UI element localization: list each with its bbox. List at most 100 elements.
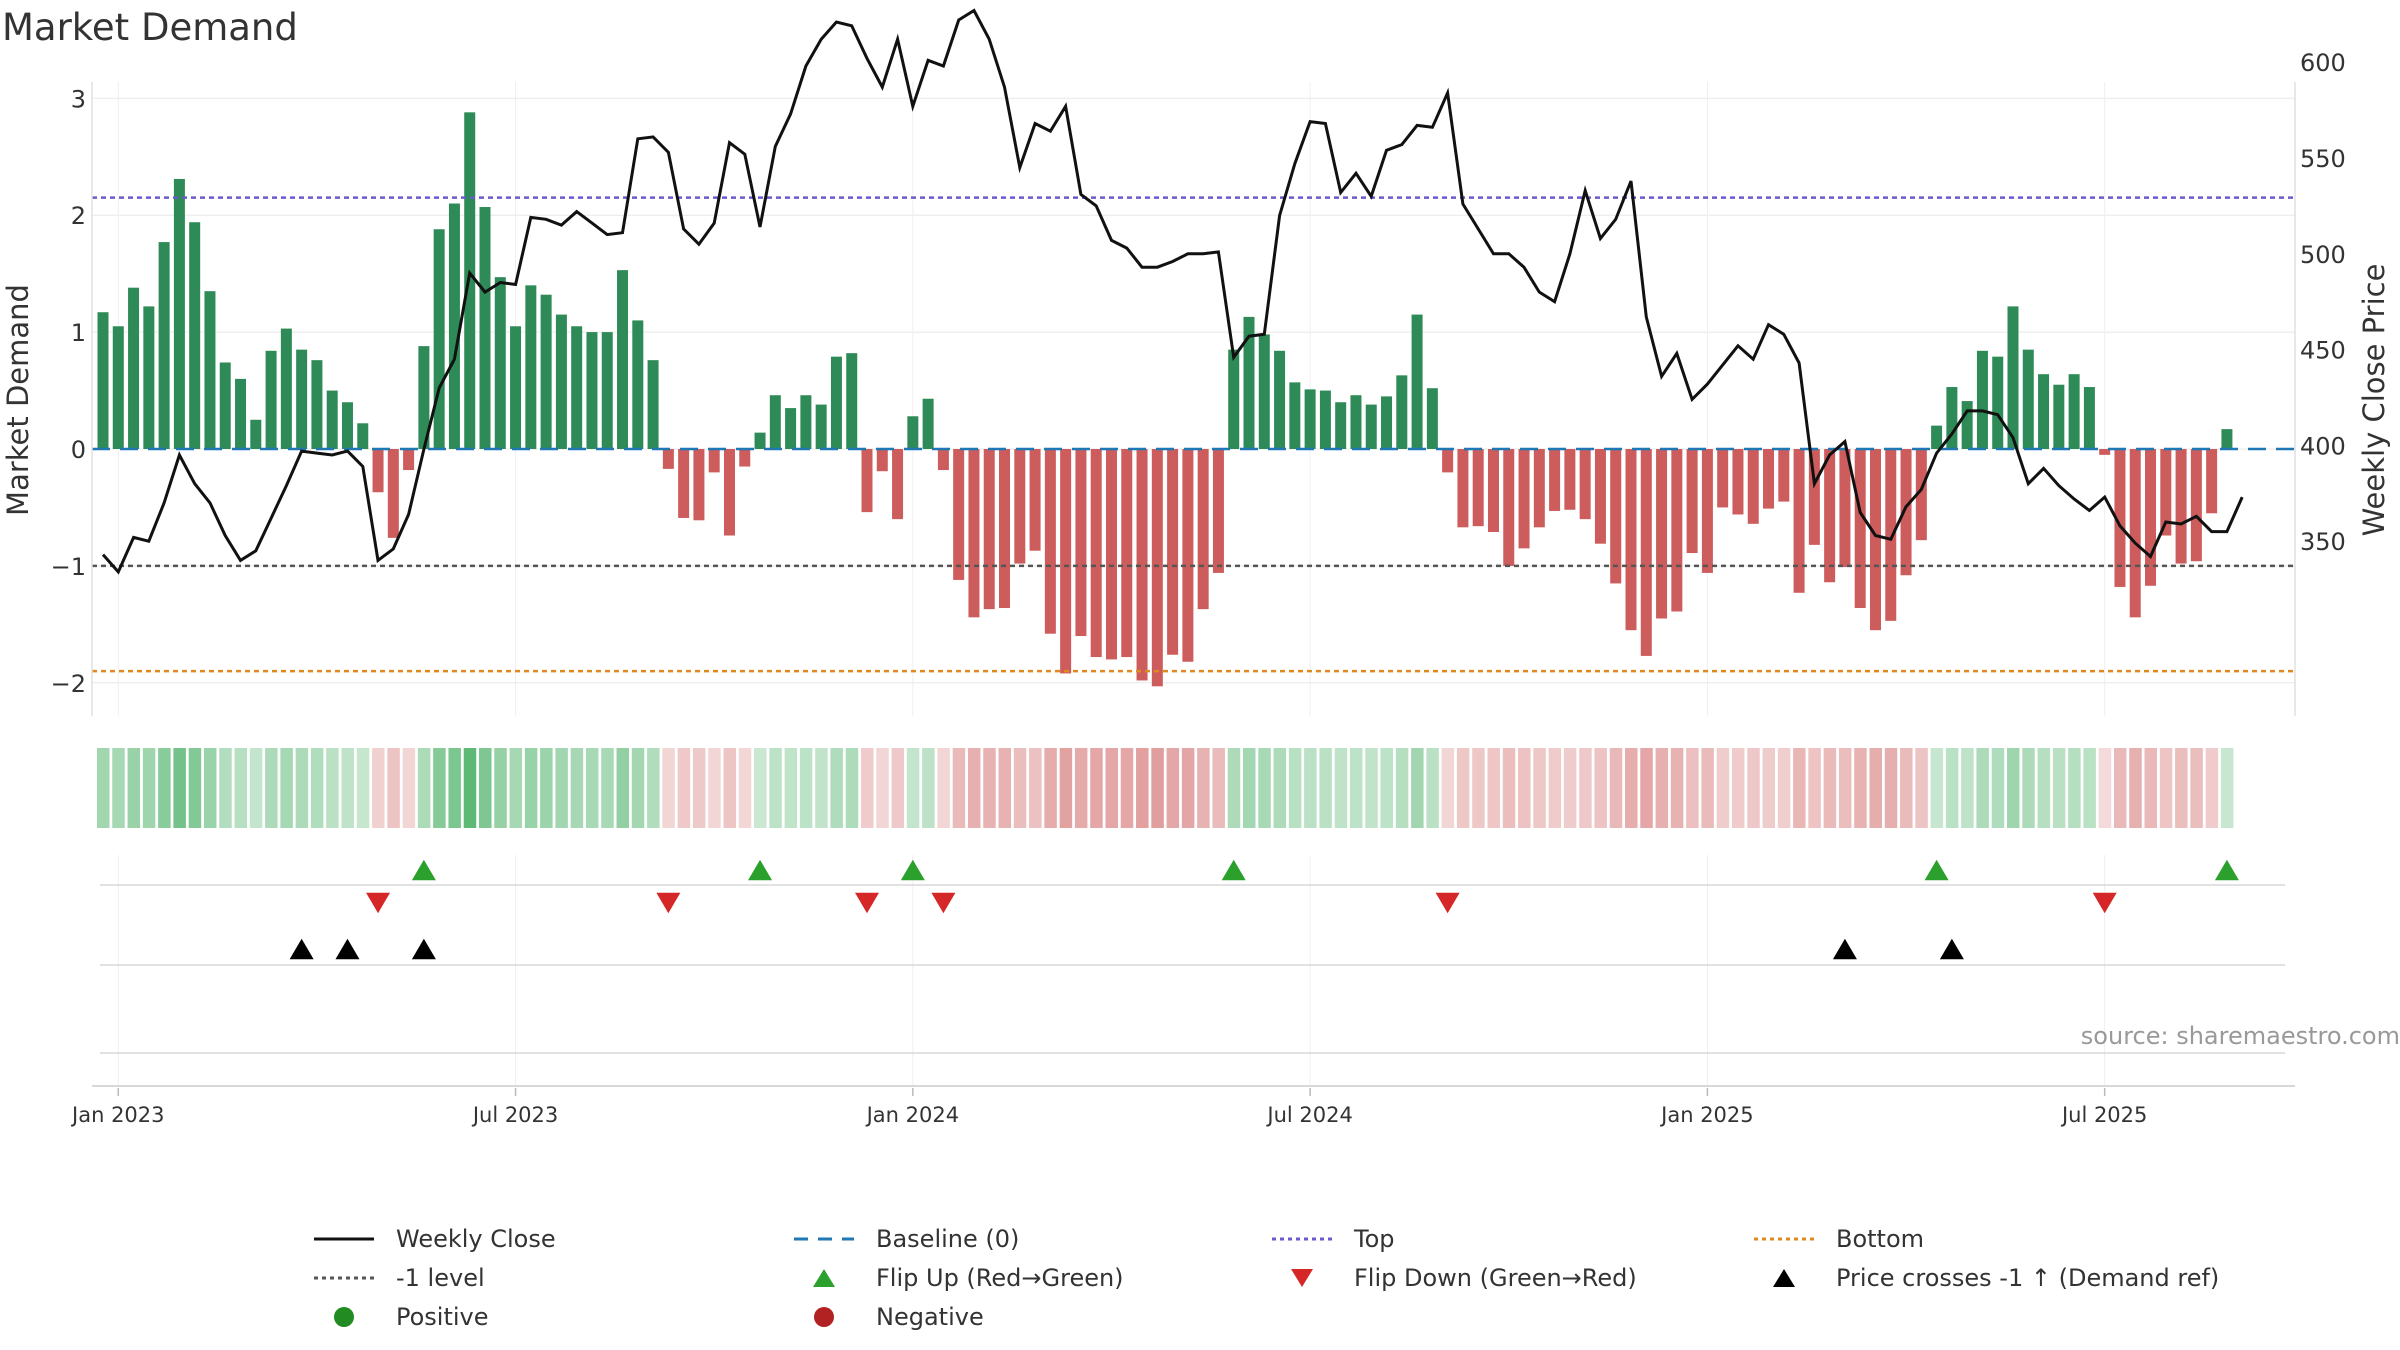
demand-bar	[830, 356, 842, 449]
heat-cell	[830, 748, 843, 828]
price-cross-marker	[411, 938, 436, 960]
heat-cell	[1884, 748, 1898, 828]
demand-bar	[1747, 449, 1759, 524]
demand-bar	[1075, 449, 1087, 637]
legend-item: Price crosses -1 ↑ (Demand ref)	[1752, 1264, 2219, 1292]
heat-cell	[1579, 748, 1592, 828]
demand-bar	[1151, 449, 1163, 687]
legend-item: Positive	[312, 1303, 489, 1331]
demand-bar	[1900, 449, 1912, 576]
demand-bar	[1824, 449, 1836, 583]
heat-cell	[1013, 748, 1027, 828]
demand-bar	[1854, 449, 1866, 608]
heat-cell	[845, 748, 859, 828]
heat-cell	[265, 748, 278, 828]
demand-bar	[1274, 350, 1286, 449]
demand-bar	[1640, 449, 1652, 656]
heat-cell	[2098, 748, 2112, 828]
demand-bar	[525, 285, 537, 449]
heat-cell	[906, 748, 920, 828]
legend-item: Negative	[792, 1303, 984, 1331]
legend-item: -1 level	[312, 1264, 485, 1292]
heat-cell	[2007, 748, 2020, 828]
demand-bar	[892, 449, 904, 520]
heat-cell	[1395, 748, 1409, 828]
demand-bar	[357, 423, 369, 449]
heat-cell	[1304, 748, 1317, 828]
x-tick-label: Jul 2023	[471, 1103, 558, 1127]
demand-bar	[1732, 449, 1744, 515]
demand-bar	[1839, 449, 1851, 568]
heat-cell	[2220, 748, 2234, 828]
y2-tick-label: 400	[2300, 432, 2346, 460]
legend-label: Flip Down (Green→Red)	[1354, 1264, 1637, 1292]
price-cross-marker	[1939, 938, 1964, 960]
flip-up-marker	[900, 859, 925, 881]
demand-bar	[1625, 449, 1637, 631]
demand-heat-strip	[97, 748, 2234, 828]
grid	[92, 82, 2295, 1085]
demand-bar	[1610, 449, 1622, 584]
demand-bar	[1136, 449, 1148, 681]
heat-cell	[876, 748, 889, 828]
demand-bars	[97, 112, 2233, 687]
flip-up-marker	[1924, 859, 1949, 881]
x-tick-label: Jan 2024	[865, 1103, 960, 1127]
demand-bar	[662, 449, 674, 469]
demand-bar	[540, 294, 552, 449]
demand-bar	[1686, 449, 1698, 554]
heat-cell	[1869, 748, 1882, 828]
heat-cell	[97, 748, 110, 828]
heat-cell	[1059, 748, 1073, 828]
heat-cell	[2052, 748, 2066, 828]
demand-bar	[1014, 449, 1026, 564]
demand-bar	[143, 306, 155, 449]
demand-bar	[907, 416, 919, 449]
demand-bar	[1258, 334, 1270, 449]
heat-cell	[631, 748, 645, 828]
demand-bar	[1319, 390, 1331, 449]
heat-cell	[1136, 748, 1149, 828]
demand-bar	[1564, 449, 1576, 510]
heat-cell	[1533, 748, 1546, 828]
heat-cell	[1731, 748, 1745, 828]
heat-cell	[1670, 748, 1684, 828]
heat-cell	[570, 748, 584, 828]
heat-cell	[2083, 748, 2096, 828]
demand-bar	[968, 449, 980, 618]
heat-cell	[2190, 748, 2203, 828]
legend-label: -1 level	[396, 1264, 485, 1292]
demand-bar	[1396, 375, 1408, 449]
heat-cell	[1838, 748, 1852, 828]
axes: 3 2 1 0 −1 −2 Jan 2023 Jul 2023 Jan 2024 Jul 2024…	[1, 49, 2391, 1127]
heat-cell	[1640, 748, 1653, 828]
demand-bar	[678, 449, 690, 518]
x-tick-label: Jan 2025	[1659, 1103, 1754, 1127]
heat-cell	[1441, 748, 1455, 828]
demand-bar	[296, 349, 308, 449]
demand-bar	[128, 287, 140, 449]
x-tick-label: Jan 2023	[70, 1103, 165, 1127]
demand-bar	[219, 362, 231, 449]
flip-down-marker	[656, 892, 681, 914]
heat-cell	[173, 748, 186, 828]
heat-cell	[1120, 748, 1134, 828]
heat-cell	[616, 748, 630, 828]
demand-bar	[723, 449, 735, 536]
demand-bar	[2099, 449, 2111, 455]
demand-bar	[403, 449, 415, 471]
heat-cell	[112, 748, 125, 828]
heat-cell	[1074, 748, 1088, 828]
heat-cell	[754, 748, 767, 828]
demand-bar	[1228, 349, 1240, 449]
heat-cell	[2037, 748, 2051, 828]
flip-down-marker	[2092, 892, 2117, 914]
line-dot-icon	[1754, 1237, 1814, 1241]
heat-cell	[1044, 748, 1057, 828]
price-cross-marker	[335, 938, 360, 960]
legend-item: Weekly Close	[312, 1225, 556, 1253]
demand-bar	[1671, 449, 1683, 612]
demand-bar	[983, 449, 995, 610]
heat-cell	[127, 748, 141, 828]
heat-cell	[249, 748, 263, 828]
